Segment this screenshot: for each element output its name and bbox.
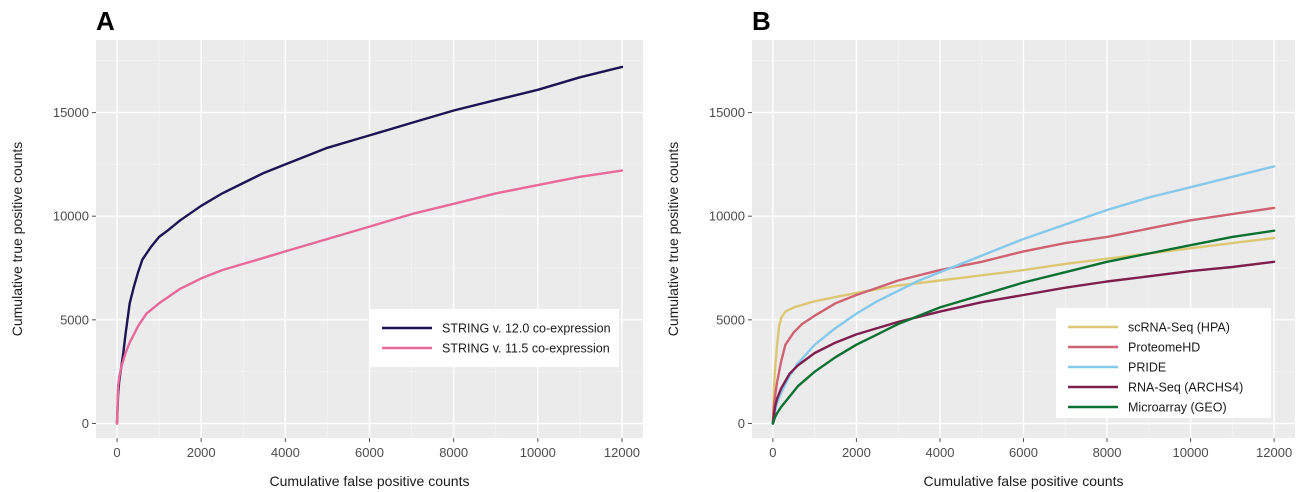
legend-label: STRING v. 12.0 co-expression (442, 322, 611, 336)
chart-panel-a: A 0 2000 4000 6000 8000 10000 12000 0 5000 10000 15… (9, 6, 643, 489)
y-tick-label: 0 (82, 416, 89, 431)
x-tick-label: 6000 (355, 445, 384, 460)
panel-label: A (96, 6, 115, 36)
legend-label: PRIDE (1128, 361, 1166, 375)
y-tick-label: 15000 (53, 105, 89, 120)
x-tick-label: 2000 (842, 445, 871, 460)
x-tick-label: 0 (769, 445, 776, 460)
legend-label: RNA-Seq (ARCHS4) (1128, 381, 1243, 395)
y-tick-label: 0 (738, 416, 745, 431)
x-tick-label: 4000 (926, 445, 955, 460)
y-axis-title: Cumulative true positive counts (9, 142, 25, 337)
legend-label: STRING v. 11.5 co-expression (442, 342, 610, 356)
series-line-5 (771, 229, 1276, 425)
x-tick-label: 12000 (604, 445, 640, 460)
y-tick-label: 5000 (60, 312, 89, 327)
x-tick-label: 8000 (1093, 445, 1122, 460)
y-tick-label: 10000 (53, 209, 89, 224)
legend-box (370, 309, 619, 367)
legend-label: ProteomeHD (1128, 341, 1200, 355)
x-tick-label: 10000 (520, 445, 556, 460)
legend-label: Microarray (GEO) (1128, 401, 1227, 415)
y-tick-label: 5000 (716, 312, 745, 327)
x-tick-label: 10000 (1172, 445, 1208, 460)
series-line-3 (771, 165, 1276, 425)
x-tick-label: 8000 (439, 445, 468, 460)
legend-label: scRNA-Seq (HPA) (1128, 321, 1230, 335)
panel-label: B (752, 6, 771, 36)
series-line-2 (771, 206, 1276, 425)
x-axis-title: Cumulative false positive counts (270, 473, 470, 489)
x-axis-title: Cumulative false positive counts (924, 473, 1124, 489)
y-tick-label: 10000 (709, 209, 745, 224)
series-line-1 (115, 65, 624, 425)
x-tick-label: 12000 (1256, 445, 1292, 460)
legend: STRING v. 12.0 co-expression STRING v. 11… (370, 309, 619, 367)
x-tick-label: 4000 (271, 445, 300, 460)
legend: scRNA-Seq (HPA) ProteomeHD PRIDE RNA-Seq (A… (1056, 308, 1271, 418)
x-tick-label: 6000 (1009, 445, 1038, 460)
series-line-2 (115, 169, 624, 425)
series-line-4 (771, 260, 1276, 425)
y-axis-title: Cumulative true positive counts (665, 142, 681, 337)
y-tick-label: 15000 (709, 105, 745, 120)
chart-panel-b: B 0 2000 4000 6000 8000 10000 12000 0 5000 10000 15… (665, 6, 1295, 489)
x-tick-label: 2000 (187, 445, 216, 460)
x-tick-label: 0 (113, 445, 120, 460)
